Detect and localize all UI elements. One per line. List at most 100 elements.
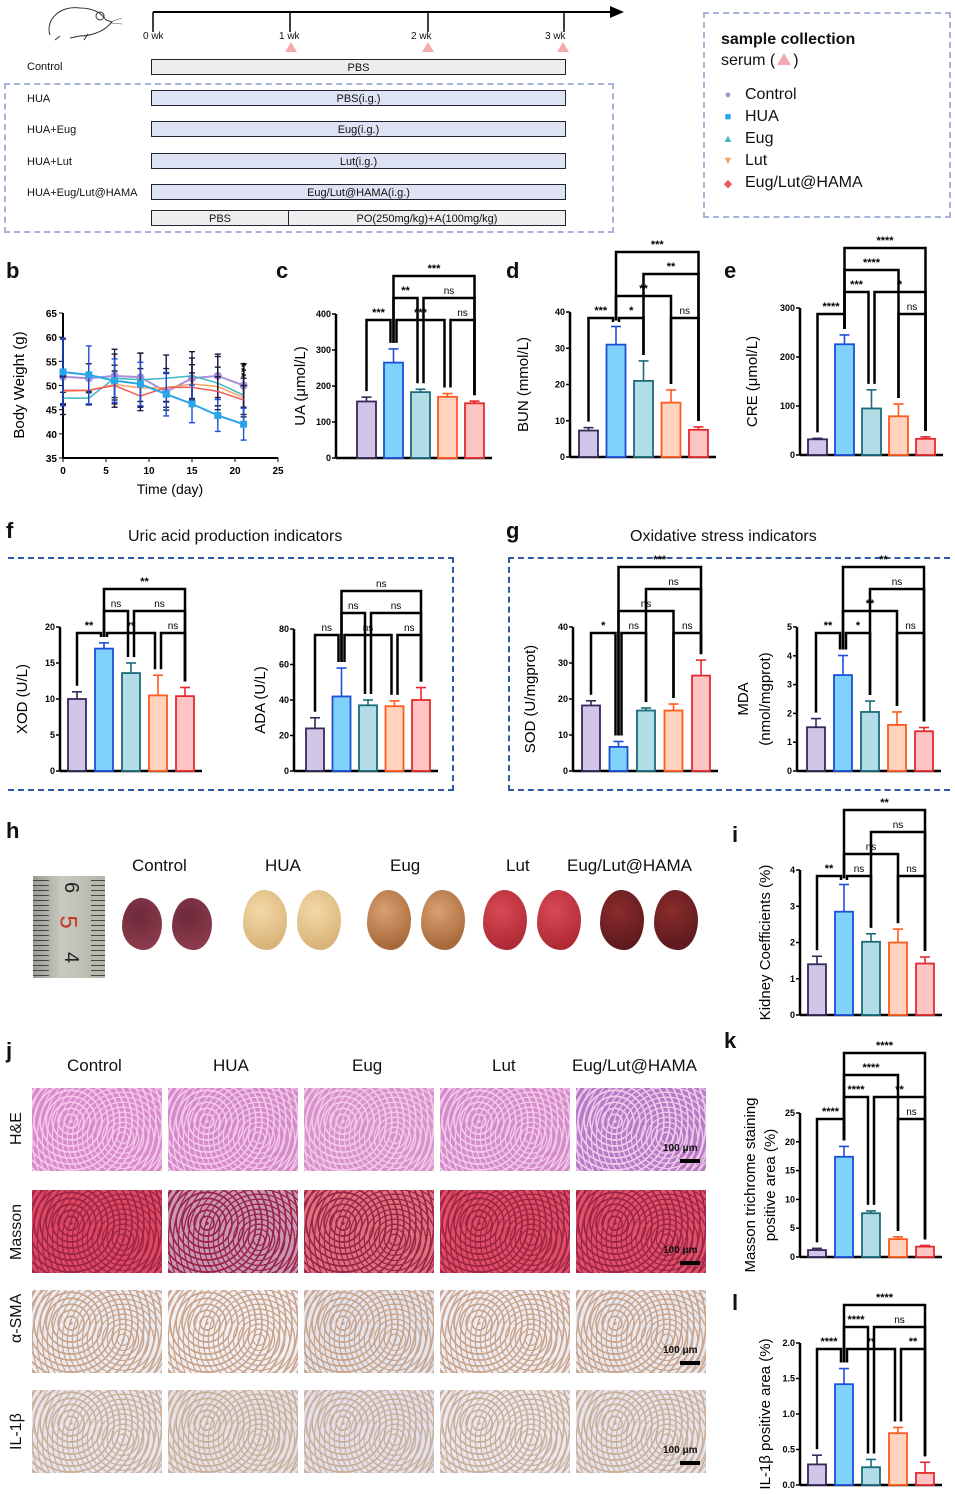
bar bbox=[383, 361, 404, 459]
x-axis-label: Time (day) bbox=[137, 481, 203, 497]
series-line-eug bbox=[63, 375, 244, 399]
bar bbox=[608, 745, 629, 772]
significance-bracket bbox=[614, 250, 700, 421]
ruler-image: 6 5 4 bbox=[33, 876, 105, 978]
scale-bar-label: 100 μm bbox=[663, 1143, 698, 1154]
bar bbox=[833, 674, 853, 772]
treatment-bar: PBS(i.g.) bbox=[151, 90, 566, 106]
x-tick-label: 25 bbox=[272, 466, 284, 477]
y-tick-label: 80 bbox=[279, 624, 289, 634]
bar bbox=[860, 711, 880, 772]
bar bbox=[888, 941, 908, 1016]
x-tick-label: 10 bbox=[143, 466, 155, 477]
bar bbox=[888, 1432, 908, 1486]
kidney-label: Eug/Lut@HAMA bbox=[567, 856, 692, 875]
significance-label: ns bbox=[444, 286, 455, 297]
histology-image bbox=[440, 1390, 570, 1473]
significance-label: *** bbox=[428, 263, 442, 275]
significance-label: *** bbox=[651, 239, 665, 251]
legend-label: Eug bbox=[745, 130, 774, 147]
significance-label: ns bbox=[376, 579, 387, 590]
bar bbox=[633, 379, 654, 458]
significance-label: **** bbox=[876, 1292, 894, 1304]
y-tick-label: 40 bbox=[46, 430, 58, 441]
y-tick-label: 20 bbox=[279, 731, 289, 741]
y-tick-label: 35 bbox=[46, 454, 58, 465]
y-tick-label: 0.0 bbox=[782, 1480, 795, 1490]
y-tick-label: 1.5 bbox=[782, 1374, 795, 1384]
treatment-bar: Eug(i.g.) bbox=[151, 121, 566, 137]
y-tick-label: 2 bbox=[790, 938, 795, 948]
bar bbox=[411, 699, 431, 772]
x-tick-label: 0 bbox=[60, 466, 66, 477]
significance-bracket bbox=[617, 565, 703, 736]
group-label: HUA+Lut bbox=[27, 156, 72, 168]
significance-label: ** bbox=[140, 576, 149, 588]
bar bbox=[834, 1383, 854, 1486]
significance-label: **** bbox=[847, 1084, 865, 1096]
x-tick-label: 20 bbox=[229, 466, 241, 477]
bar bbox=[581, 704, 601, 772]
x-tick-label: 5 bbox=[103, 466, 109, 477]
scale-bar-label: 100 μm bbox=[663, 1445, 698, 1456]
significance-bracket bbox=[159, 631, 187, 682]
panel-label-i: i bbox=[732, 822, 739, 847]
significance-label: ** bbox=[909, 1336, 918, 1348]
data-point bbox=[136, 380, 144, 388]
significance-bracket bbox=[842, 1051, 927, 1240]
significance-label: ns bbox=[894, 1315, 905, 1326]
significance-label: ** bbox=[667, 261, 676, 273]
y-tick-label: 20 bbox=[45, 622, 55, 632]
panel-g-frame bbox=[508, 557, 950, 791]
y-tick-label: 4 bbox=[787, 651, 792, 661]
significance-label: **** bbox=[863, 257, 881, 269]
data-point bbox=[162, 390, 170, 398]
histology-image bbox=[304, 1190, 434, 1273]
y-axis-label: Masson trichrome staining bbox=[742, 1097, 759, 1272]
significance-bracket bbox=[343, 633, 393, 695]
significance-bracket bbox=[365, 318, 392, 392]
significance-label: ns bbox=[682, 621, 693, 632]
significance-label: ** bbox=[879, 554, 888, 566]
panel-f-frame bbox=[8, 557, 454, 791]
significance-label: ns bbox=[111, 599, 122, 610]
y-tick-label: 0 bbox=[560, 452, 565, 462]
y-tick-label: 0 bbox=[787, 766, 792, 776]
significance-label: ns bbox=[905, 621, 916, 632]
bar bbox=[861, 1212, 881, 1258]
significance-bracket bbox=[396, 633, 423, 695]
y-tick-label: 0 bbox=[790, 1252, 795, 1262]
treatment-bar: PBS bbox=[151, 59, 566, 75]
histology-column-label: Control bbox=[67, 1056, 122, 1075]
significance-bracket bbox=[105, 631, 157, 670]
significance-bracket bbox=[843, 246, 927, 431]
significance-bracket bbox=[815, 874, 843, 951]
bar bbox=[410, 391, 431, 459]
histology-image bbox=[576, 1088, 706, 1171]
significance-label: ns bbox=[679, 306, 690, 317]
significance-label: *** bbox=[594, 305, 608, 317]
panel-label-f: f bbox=[6, 518, 14, 543]
significance-label: *** bbox=[372, 307, 386, 319]
x-tick-label: 15 bbox=[186, 466, 198, 477]
y-tick-label: 0 bbox=[284, 766, 289, 776]
y-tick-label: 20 bbox=[785, 1137, 795, 1147]
y-tick-label: 10 bbox=[45, 694, 55, 704]
series-line-control bbox=[62, 374, 244, 393]
significance-label: * bbox=[898, 279, 903, 291]
significance-bracket bbox=[587, 316, 615, 422]
scale-bar bbox=[680, 1261, 700, 1265]
y-tick-label: 30 bbox=[558, 658, 568, 668]
y-axis-label-line2: positive area (%) bbox=[762, 1129, 779, 1242]
kidney-image bbox=[122, 898, 162, 950]
mouse-icon bbox=[48, 7, 123, 41]
significance-bracket bbox=[895, 631, 926, 722]
significance-label: **** bbox=[876, 1040, 894, 1052]
histology-image bbox=[440, 1290, 570, 1373]
data-point bbox=[240, 420, 248, 428]
y-tick-label: 300 bbox=[780, 303, 795, 313]
y-tick-label: 4 bbox=[790, 865, 795, 875]
histology-image bbox=[304, 1088, 434, 1171]
y-tick-label: 400 bbox=[316, 309, 331, 319]
legend-label: HUA bbox=[745, 108, 779, 125]
